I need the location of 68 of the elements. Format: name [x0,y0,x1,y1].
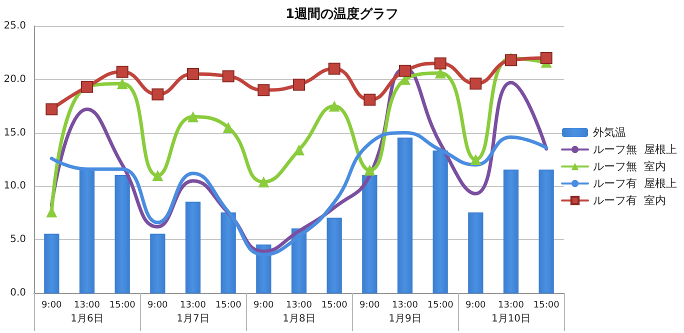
point [293,78,305,91]
point [540,52,552,64]
point [399,64,411,77]
point [116,78,128,90]
point [328,100,340,112]
y-tick-label: 20.0 [4,74,26,85]
text: 1月10日 [491,314,531,324]
point [364,94,376,106]
y-tick-label: 15.0 [4,127,26,138]
legend-label: 外気温 [593,126,626,139]
point [187,68,199,80]
x-tick-label: 9:00 [42,300,62,310]
legend-label: ルーフ有 屋根上 [593,177,678,190]
bar [432,150,448,294]
y-tick-label: 10.0 [4,180,26,192]
bar [468,212,484,294]
point [258,176,270,188]
bar [503,170,519,294]
x-tick-label: 9:00 [466,300,486,310]
text: 1月6日 [70,314,104,324]
point [222,70,234,82]
text: 1月7日 [176,314,210,324]
bar [114,175,130,294]
point [116,66,128,78]
x-tick-label: 13:00 [498,300,524,310]
bar [326,218,342,294]
point [470,78,482,90]
point [364,164,376,176]
point [434,57,446,70]
point [470,154,482,165]
x-tick-label: 15:00 [533,300,560,310]
x-tick-label: 13:00 [392,300,418,310]
legend-label: ルーフ無 屋根上 [593,143,678,156]
x-tick-label: 15:00 [427,300,454,310]
point [152,170,164,182]
bar [150,234,166,294]
point [188,111,198,122]
point [46,103,58,116]
x-tick-label: 9:00 [360,300,380,310]
bar [220,212,236,294]
x-tick-label: 13:00 [180,300,206,310]
point [294,144,304,156]
text: 1月8日 [282,314,316,324]
bar [79,170,95,294]
y-tick-label: 0.0 [10,288,26,298]
x-tick-label: 15:00 [109,300,136,310]
point [258,84,270,96]
text: 1月9日 [388,314,422,324]
x-tick-label: 9:00 [254,300,274,310]
x-tick-label: 15:00 [215,300,242,310]
x-tick-label: 9:00 [148,300,168,310]
point [505,54,517,66]
bar [397,138,413,294]
legend-label: ルーフ有 室内 [593,194,666,207]
chart-title: 1週間の温度グラフ [285,6,399,22]
bar [538,170,554,294]
x-tick-label: 15:00 [321,300,348,310]
bar [185,202,201,294]
line-series [50,131,548,256]
y-tick-label: 25.0 [4,20,26,32]
point [152,88,164,100]
bar [362,175,378,294]
x-tick-label: 13:00 [74,300,100,310]
x-tick-label: 13:00 [286,300,312,310]
legend-label: ルーフ無 室内 [593,160,666,173]
point [328,62,340,75]
bar [44,234,60,294]
y-tick-label: 5.0 [10,234,26,246]
